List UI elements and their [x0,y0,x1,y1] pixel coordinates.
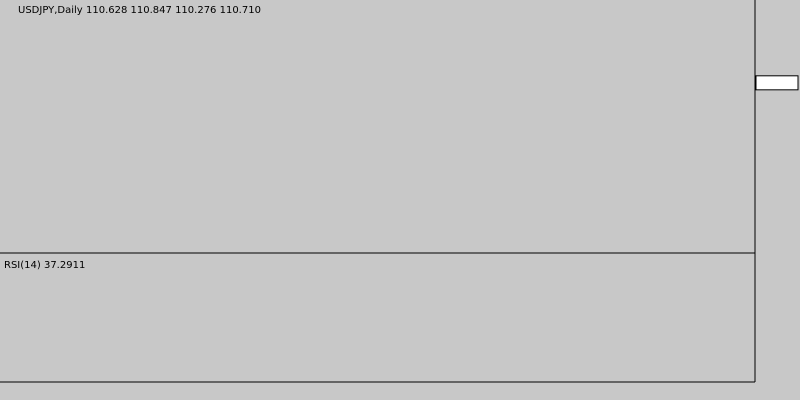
marks-layer [755,75,799,91]
rsi-title: RSI(14) 37.2911 [4,260,85,271]
symbol-title: USDJPY,Daily [18,5,83,16]
ohlc-text: 110.628 110.847 110.276 110.710 [86,5,261,16]
current-price-box [755,75,799,91]
